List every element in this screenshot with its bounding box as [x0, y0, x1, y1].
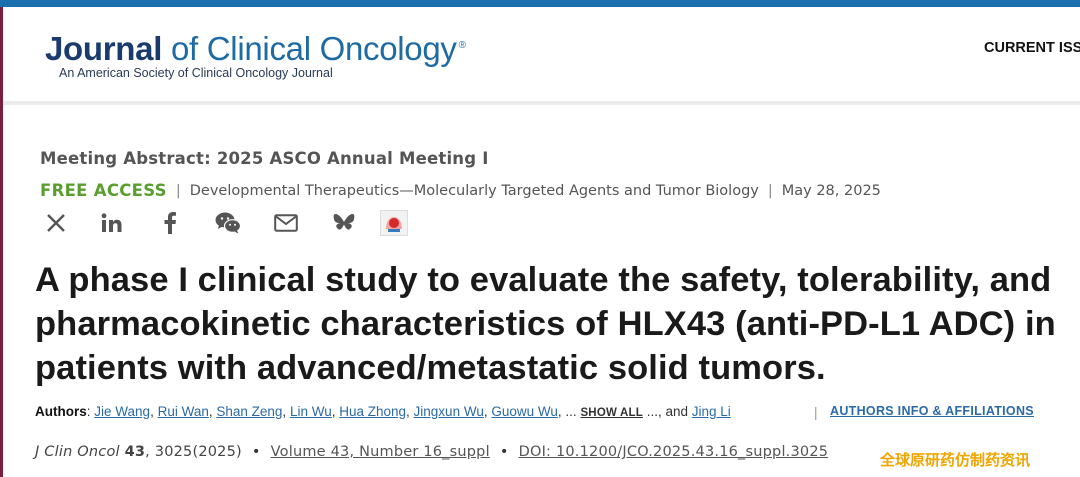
logo-word-rest: of Clinical Oncology	[170, 30, 457, 67]
author-link[interactable]: Jingxun Wu	[413, 404, 484, 419]
free-access-badge: FREE ACCESS	[40, 181, 167, 200]
authors-ellipsis-and: ..., and	[646, 404, 688, 419]
author-link[interactable]: Lin Wu	[289, 404, 332, 419]
authors-label: Authors	[35, 404, 87, 419]
x-icon[interactable]	[42, 208, 70, 238]
bullet-separator: •	[251, 444, 261, 460]
pages-year: , 3025(2025)	[145, 444, 242, 460]
divider: |	[814, 405, 818, 420]
top-accent-bar	[0, 0, 1080, 7]
logo-subtitle: An American Society of Clinical Oncology…	[59, 66, 333, 80]
authors-line: Authors: Jie Wang, Rui Wan, Shan Zeng, L…	[35, 404, 1034, 420]
email-icon[interactable]	[272, 208, 300, 238]
author-link[interactable]: Jing Li	[691, 404, 731, 419]
linkedin-icon[interactable]	[98, 208, 126, 238]
show-all-authors-button[interactable]: SHOW ALL	[580, 407, 643, 419]
wechat-icon[interactable]	[212, 208, 244, 238]
site-header: Journal of Clinical Oncology ® An America…	[3, 7, 1080, 103]
author-link[interactable]: Shan Zeng	[216, 404, 283, 419]
window-left-edge	[0, 7, 3, 477]
meeting-abstract-label: Meeting Abstract: 2025 ASCO Annual Meeti…	[40, 149, 489, 168]
authors-colon: :	[86, 404, 91, 419]
nav-current-issue[interactable]: CURRENT ISS	[984, 40, 1080, 56]
registered-mark: ®	[458, 40, 466, 51]
article-title: A phase I clinical study to evaluate the…	[35, 261, 1056, 387]
author-link[interactable]: Rui Wan	[157, 404, 209, 419]
watermark-text: 全球原研药仿制药资讯	[880, 451, 1031, 469]
divider: |	[767, 182, 773, 199]
logo-word-journal: Journal	[45, 30, 163, 67]
volume-issue-link[interactable]: Volume 43, Number 16_suppl	[270, 444, 490, 460]
divider: |	[175, 182, 181, 199]
journal-abbrev: J Clin Oncol	[35, 444, 120, 460]
section-label[interactable]: Developmental Therapeutics—Molecularly T…	[189, 182, 759, 199]
mendeley-icon[interactable]	[379, 208, 409, 238]
bullet-separator: •	[499, 444, 509, 460]
author-link[interactable]: Guowu Wu	[491, 404, 558, 419]
facebook-icon[interactable]	[156, 208, 184, 238]
citation-line: J Clin Oncol 43, 3025(2025) • Volume 43,…	[35, 444, 828, 460]
header-divider	[3, 101, 1080, 105]
publication-date: May 28, 2025	[781, 182, 881, 199]
journal-logo[interactable]: Journal of Clinical Oncology ® An America…	[45, 29, 466, 81]
author-link[interactable]: Hua Zhong	[339, 404, 407, 419]
authors-ellipsis: ...	[565, 404, 577, 419]
logo-title: Journal of Clinical Oncology ®	[45, 29, 466, 66]
bluesky-icon[interactable]	[330, 208, 358, 238]
author-link[interactable]: Jie Wang	[94, 404, 151, 419]
authors-info-affiliations-link[interactable]: AUTHORS INFO & AFFILIATIONS	[830, 404, 1034, 418]
doi-link[interactable]: DOI: 10.1200/JCO.2025.43.16_suppl.3025	[518, 444, 829, 460]
access-line: FREE ACCESS | Developmental Therapeutics…	[40, 181, 881, 200]
volume-number: 43	[124, 444, 146, 460]
